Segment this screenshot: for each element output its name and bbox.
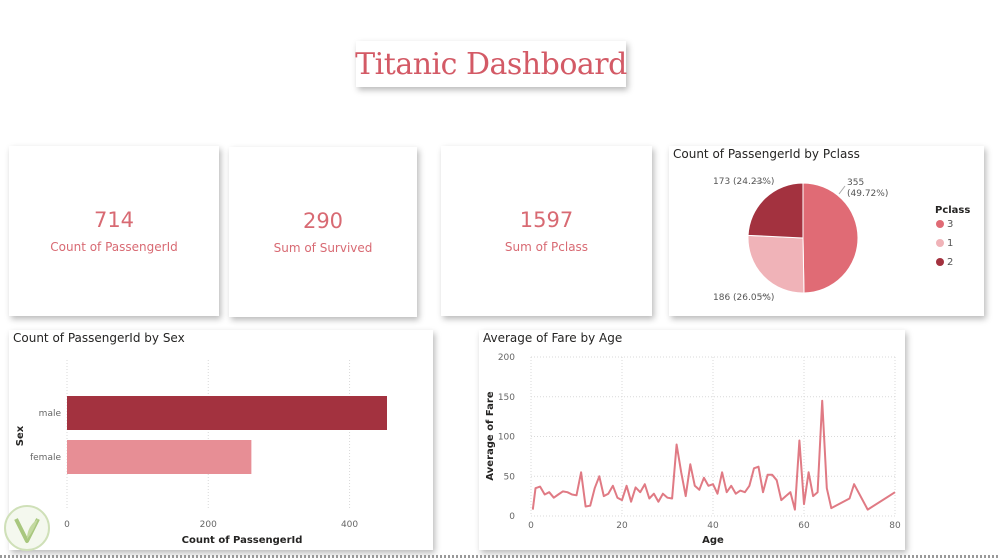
pie-data-label: 355 (847, 178, 864, 188)
pie-legend-marker (936, 239, 944, 247)
dashboard-title-card: Titanic Dashboard (355, 41, 627, 87)
line-x-tick-label: 0 (528, 521, 534, 531)
line-y-axis-label: Average of Fare (485, 391, 496, 480)
pie-legend-marker (936, 220, 944, 228)
line-y-tick-label: 100 (498, 433, 515, 443)
dashboard-title: Titanic Dashboard (355, 46, 627, 82)
pie-slice-3 (802, 182, 859, 294)
kpi-label: Count of PassengerId (50, 240, 178, 254)
leaf-logo-icon (4, 505, 50, 551)
line-y-tick-label: 0 (509, 512, 515, 522)
line-series-average-fare (531, 399, 896, 511)
pie-legend-title: Pclass (935, 205, 970, 216)
line-x-tick-label: 40 (707, 521, 719, 531)
kpi-label: Sum of Pclass (504, 240, 589, 254)
kpi-card-sum-survived[interactable]: 290 Sum of Survived (229, 147, 417, 317)
kpi-value: 1597 (519, 208, 574, 232)
line-x-tick-label: 20 (616, 521, 628, 531)
visual-title: Count of PassengerId by Pclass (673, 147, 860, 161)
line-y-tick-label: 200 (498, 353, 515, 363)
pie-legend-label: 2 (947, 257, 953, 268)
pie-leader-line (753, 180, 766, 184)
bar-y-tick-label: male (39, 409, 62, 419)
line-chart-canvas: 0 50 100 150 200 0 20 40 60 80 Age Average of Fare (485, 353, 901, 546)
bar-chart-visual[interactable]: Count of PassengerId by Sex 0 200 400 male f… (9, 330, 433, 550)
line-x-axis-label: Age (702, 535, 724, 546)
bar-x-tick-label: 200 (200, 520, 217, 530)
bar-y-axis-label: Sex (15, 425, 26, 446)
line-y-tick-label: 50 (504, 472, 516, 482)
kpi-card-sum-pclass[interactable]: 1597 Sum of Pclass (441, 146, 652, 316)
bar-x-tick-label: 400 (341, 520, 358, 530)
bar-male (67, 396, 387, 430)
pie-chart-canvas: 355(49.72%) 186 (26.05%) 173 (24.23%) Pclas… (713, 177, 970, 303)
pie-leader-line (838, 185, 846, 195)
kpi-card-count-passengerid[interactable]: 714 Count of PassengerId (9, 146, 219, 316)
visual-title: Average of Fare by Age (483, 331, 623, 345)
pie-legend-marker (936, 258, 944, 266)
visual-title: Count of PassengerId by Sex (13, 331, 185, 345)
kpi-value: 290 (302, 209, 344, 233)
bar-x-tick-label: 0 (64, 520, 70, 530)
line-chart-visual[interactable]: Average of Fare by Age 0 50 100 150 200 0 20 40… (479, 330, 905, 550)
pie-data-label: 186 (26.05%) (713, 293, 774, 303)
pie-slice-2 (747, 182, 804, 239)
pie-legend-label: 3 (947, 219, 953, 230)
pie-leader-line (758, 294, 770, 297)
line-y-tick-label: 150 (498, 393, 515, 403)
pie-data-label: 173 (24.23%) (713, 177, 774, 187)
bar-chart-canvas: 0 200 400 male female Count of PassengerId Sex (15, 360, 387, 546)
pie-data-label: (49.72%) (847, 189, 888, 199)
pie-chart-visual[interactable]: Count of PassengerId by Pclass 355 (49.72… (669, 146, 984, 316)
bar-x-axis-label: Count of PassengerId (182, 535, 303, 546)
kpi-label: Sum of Survived (273, 241, 373, 255)
bar-y-tick-label: female (30, 453, 61, 463)
pie-legend-label: 1 (947, 238, 953, 249)
line-x-tick-label: 60 (798, 521, 810, 531)
page-bottom-divider (0, 555, 1000, 558)
pie-slice-1 (747, 234, 805, 294)
kpi-value: 714 (93, 208, 135, 232)
line-x-tick-label: 80 (889, 521, 901, 531)
bar-female (67, 440, 252, 474)
